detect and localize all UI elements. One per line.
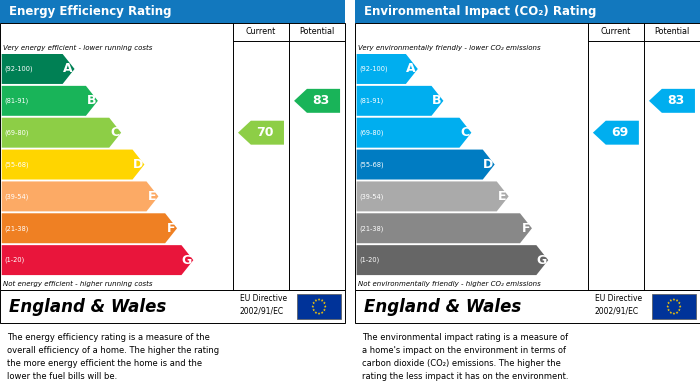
Polygon shape bbox=[238, 121, 284, 145]
Polygon shape bbox=[1, 118, 121, 148]
Polygon shape bbox=[324, 305, 327, 308]
Text: 70: 70 bbox=[256, 126, 274, 139]
Text: E: E bbox=[498, 190, 507, 203]
Polygon shape bbox=[679, 305, 682, 308]
Polygon shape bbox=[667, 308, 670, 311]
Text: A: A bbox=[407, 63, 416, 75]
Polygon shape bbox=[669, 299, 672, 302]
Text: Energy Efficiency Rating: Energy Efficiency Rating bbox=[8, 5, 171, 18]
Bar bbox=[0, 290, 345, 323]
Text: The environmental impact rating is a measure of
a home's impact on the environme: The environmental impact rating is a mea… bbox=[362, 333, 568, 381]
Text: (92-100): (92-100) bbox=[4, 66, 33, 72]
Text: 83: 83 bbox=[312, 94, 330, 108]
Polygon shape bbox=[356, 118, 471, 148]
Polygon shape bbox=[318, 298, 321, 301]
Text: Very energy efficient - lower running costs: Very energy efficient - lower running co… bbox=[4, 45, 153, 50]
Text: 69: 69 bbox=[611, 126, 629, 139]
Polygon shape bbox=[321, 311, 323, 314]
Text: EU Directive
2002/91/EC: EU Directive 2002/91/EC bbox=[595, 294, 642, 315]
Text: (39-54): (39-54) bbox=[4, 193, 29, 200]
Text: (92-100): (92-100) bbox=[359, 66, 388, 72]
Polygon shape bbox=[649, 89, 695, 113]
Polygon shape bbox=[1, 213, 177, 243]
Text: C: C bbox=[110, 126, 119, 139]
Text: E: E bbox=[148, 190, 157, 203]
Polygon shape bbox=[356, 245, 548, 275]
Polygon shape bbox=[593, 121, 639, 145]
Text: England & Wales: England & Wales bbox=[363, 298, 521, 316]
Polygon shape bbox=[1, 86, 98, 116]
Polygon shape bbox=[294, 89, 340, 113]
Text: A: A bbox=[63, 63, 73, 75]
Text: England & Wales: England & Wales bbox=[8, 298, 166, 316]
Polygon shape bbox=[673, 312, 675, 315]
Text: EU Directive
2002/91/EC: EU Directive 2002/91/EC bbox=[240, 294, 287, 315]
Polygon shape bbox=[314, 299, 317, 302]
Polygon shape bbox=[669, 311, 672, 314]
Bar bbox=[652, 294, 696, 319]
Text: The energy efficiency rating is a measure of the
overall efficiency of a home. T: The energy efficiency rating is a measur… bbox=[7, 333, 219, 381]
Text: (39-54): (39-54) bbox=[359, 193, 384, 200]
Text: (1-20): (1-20) bbox=[4, 257, 25, 264]
Text: (69-80): (69-80) bbox=[359, 129, 384, 136]
Text: B: B bbox=[87, 94, 96, 108]
Polygon shape bbox=[356, 54, 418, 84]
Text: Potential: Potential bbox=[300, 27, 335, 36]
Bar bbox=[355, 0, 700, 23]
Text: Not environmentally friendly - higher CO₂ emissions: Not environmentally friendly - higher CO… bbox=[358, 280, 541, 287]
Text: D: D bbox=[482, 158, 493, 171]
Polygon shape bbox=[312, 301, 315, 304]
Polygon shape bbox=[678, 308, 680, 311]
Text: C: C bbox=[461, 126, 470, 139]
Text: (69-80): (69-80) bbox=[4, 129, 29, 136]
Polygon shape bbox=[356, 86, 443, 116]
Polygon shape bbox=[312, 305, 314, 308]
Text: D: D bbox=[132, 158, 143, 171]
Polygon shape bbox=[667, 301, 670, 304]
Polygon shape bbox=[666, 305, 669, 308]
Polygon shape bbox=[1, 181, 158, 212]
Polygon shape bbox=[678, 301, 680, 304]
Polygon shape bbox=[676, 311, 678, 314]
Text: (21-38): (21-38) bbox=[4, 225, 29, 231]
Polygon shape bbox=[1, 150, 144, 179]
Text: (21-38): (21-38) bbox=[359, 225, 384, 231]
Text: G: G bbox=[181, 254, 192, 267]
Polygon shape bbox=[1, 245, 193, 275]
Text: F: F bbox=[167, 222, 175, 235]
Polygon shape bbox=[314, 311, 317, 314]
Polygon shape bbox=[356, 181, 509, 212]
Text: 83: 83 bbox=[667, 94, 685, 108]
Text: (1-20): (1-20) bbox=[359, 257, 379, 264]
Text: Not energy efficient - higher running costs: Not energy efficient - higher running co… bbox=[4, 280, 153, 287]
Polygon shape bbox=[323, 308, 326, 311]
Bar bbox=[355, 290, 700, 323]
Text: (55-68): (55-68) bbox=[4, 161, 29, 168]
Polygon shape bbox=[356, 213, 532, 243]
Text: Environmental Impact (CO₂) Rating: Environmental Impact (CO₂) Rating bbox=[363, 5, 596, 18]
Bar bbox=[0, 0, 345, 23]
Polygon shape bbox=[312, 308, 315, 311]
Text: Very environmentally friendly - lower CO₂ emissions: Very environmentally friendly - lower CO… bbox=[358, 45, 541, 50]
Polygon shape bbox=[356, 150, 495, 179]
Text: (55-68): (55-68) bbox=[359, 161, 384, 168]
Polygon shape bbox=[323, 301, 326, 304]
Polygon shape bbox=[676, 299, 678, 302]
Bar bbox=[355, 23, 700, 290]
Polygon shape bbox=[673, 298, 675, 301]
Polygon shape bbox=[1, 54, 74, 84]
Text: Current: Current bbox=[246, 27, 276, 36]
Bar bbox=[298, 294, 341, 319]
Polygon shape bbox=[321, 299, 323, 302]
Text: B: B bbox=[432, 94, 442, 108]
Text: Current: Current bbox=[601, 27, 631, 36]
Text: G: G bbox=[536, 254, 547, 267]
Text: (81-91): (81-91) bbox=[359, 98, 384, 104]
Text: (81-91): (81-91) bbox=[4, 98, 29, 104]
Text: Potential: Potential bbox=[654, 27, 690, 36]
Polygon shape bbox=[318, 312, 321, 315]
Bar bbox=[0, 23, 345, 290]
Text: F: F bbox=[522, 222, 530, 235]
